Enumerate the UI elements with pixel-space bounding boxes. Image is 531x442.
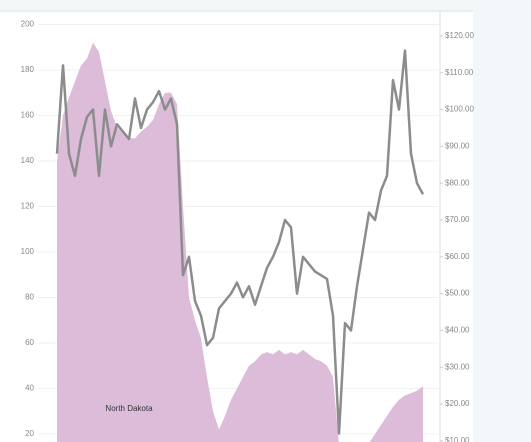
line: [55, 49, 425, 435]
y2-tick-label: $100.00: [445, 105, 474, 114]
y2-tick-label: $110.00: [445, 68, 474, 77]
y-tick-label: 160: [21, 111, 35, 120]
y2-tick-label: $40.00: [445, 326, 470, 335]
y-tick-label: 120: [21, 202, 35, 211]
annotation: North Dakota: [105, 404, 153, 413]
y2-tick-label: $120.00: [445, 31, 474, 40]
y2-tick-label: $70.00: [445, 215, 470, 224]
y2-tick-label: $10.00: [445, 436, 470, 442]
y-tick-label: 180: [21, 65, 35, 74]
y-tick-label: 200: [21, 20, 35, 29]
y2-tick-label: $20.00: [445, 399, 470, 408]
y-tick-label: 40: [25, 384, 34, 393]
y2-tick-label: $50.00: [445, 289, 470, 298]
y-tick-label: 60: [25, 338, 34, 347]
y-tick-label: 20: [25, 429, 34, 438]
y-tick-label: 100: [21, 247, 35, 256]
y2-tick-label: $60.00: [445, 252, 470, 261]
area: [57, 42, 423, 442]
y2-tick-label: $80.00: [445, 178, 470, 187]
y2-tick-label: $90.00: [445, 141, 470, 150]
y2-tick-label: $30.00: [445, 362, 470, 371]
y-tick-label: 80: [25, 293, 34, 302]
y-tick-label: 140: [21, 156, 35, 165]
